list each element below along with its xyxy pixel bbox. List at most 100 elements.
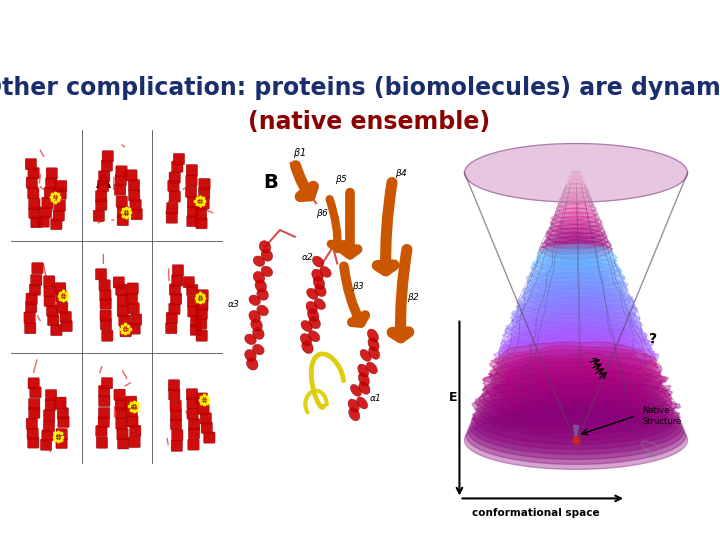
Polygon shape bbox=[523, 276, 628, 304]
Text: ?: ? bbox=[649, 332, 657, 346]
Ellipse shape bbox=[309, 316, 320, 329]
Polygon shape bbox=[489, 345, 658, 390]
FancyBboxPatch shape bbox=[55, 180, 67, 192]
FancyBboxPatch shape bbox=[166, 212, 177, 223]
FancyBboxPatch shape bbox=[26, 418, 37, 429]
FancyBboxPatch shape bbox=[117, 306, 128, 316]
Ellipse shape bbox=[369, 347, 379, 359]
FancyBboxPatch shape bbox=[25, 301, 37, 313]
FancyBboxPatch shape bbox=[127, 283, 138, 294]
FancyBboxPatch shape bbox=[171, 409, 181, 421]
FancyBboxPatch shape bbox=[42, 430, 53, 441]
FancyBboxPatch shape bbox=[44, 295, 55, 306]
Polygon shape bbox=[498, 333, 659, 374]
Ellipse shape bbox=[301, 321, 312, 332]
FancyBboxPatch shape bbox=[55, 397, 66, 408]
FancyBboxPatch shape bbox=[128, 179, 140, 191]
FancyBboxPatch shape bbox=[44, 286, 55, 297]
FancyBboxPatch shape bbox=[168, 389, 180, 400]
FancyBboxPatch shape bbox=[200, 413, 212, 424]
FancyBboxPatch shape bbox=[166, 202, 178, 214]
FancyBboxPatch shape bbox=[96, 199, 107, 210]
Polygon shape bbox=[464, 411, 688, 469]
FancyBboxPatch shape bbox=[126, 293, 138, 304]
Polygon shape bbox=[557, 204, 596, 214]
FancyBboxPatch shape bbox=[189, 428, 199, 439]
FancyBboxPatch shape bbox=[129, 323, 140, 334]
Ellipse shape bbox=[253, 272, 265, 283]
FancyBboxPatch shape bbox=[26, 177, 37, 188]
FancyBboxPatch shape bbox=[54, 200, 66, 211]
FancyBboxPatch shape bbox=[42, 197, 53, 208]
FancyBboxPatch shape bbox=[187, 197, 199, 207]
FancyBboxPatch shape bbox=[120, 326, 131, 337]
FancyBboxPatch shape bbox=[56, 429, 67, 440]
FancyBboxPatch shape bbox=[99, 386, 109, 396]
FancyBboxPatch shape bbox=[171, 161, 183, 172]
FancyBboxPatch shape bbox=[126, 406, 138, 417]
FancyBboxPatch shape bbox=[25, 159, 37, 170]
FancyBboxPatch shape bbox=[55, 282, 66, 294]
Polygon shape bbox=[541, 236, 612, 254]
FancyBboxPatch shape bbox=[57, 302, 68, 313]
FancyBboxPatch shape bbox=[29, 399, 40, 409]
Ellipse shape bbox=[253, 328, 264, 339]
Ellipse shape bbox=[249, 295, 261, 306]
FancyBboxPatch shape bbox=[38, 216, 50, 227]
FancyBboxPatch shape bbox=[187, 408, 198, 419]
Ellipse shape bbox=[315, 285, 326, 296]
Polygon shape bbox=[570, 176, 582, 179]
Polygon shape bbox=[470, 399, 682, 454]
Polygon shape bbox=[571, 172, 581, 174]
Polygon shape bbox=[560, 195, 592, 204]
Ellipse shape bbox=[359, 381, 370, 394]
FancyBboxPatch shape bbox=[197, 290, 208, 301]
FancyBboxPatch shape bbox=[171, 418, 181, 430]
Polygon shape bbox=[488, 353, 666, 400]
FancyBboxPatch shape bbox=[27, 437, 39, 448]
Polygon shape bbox=[527, 264, 624, 289]
FancyBboxPatch shape bbox=[114, 389, 125, 400]
FancyBboxPatch shape bbox=[201, 422, 212, 433]
FancyBboxPatch shape bbox=[46, 305, 58, 316]
FancyBboxPatch shape bbox=[171, 430, 183, 441]
FancyBboxPatch shape bbox=[168, 380, 179, 391]
Text: $\alpha$2: $\alpha$2 bbox=[301, 251, 314, 262]
FancyBboxPatch shape bbox=[185, 186, 197, 197]
Ellipse shape bbox=[351, 384, 361, 396]
Polygon shape bbox=[472, 383, 680, 434]
Polygon shape bbox=[551, 212, 600, 224]
Polygon shape bbox=[573, 426, 579, 440]
FancyBboxPatch shape bbox=[171, 440, 182, 451]
FancyBboxPatch shape bbox=[187, 397, 198, 408]
FancyBboxPatch shape bbox=[114, 184, 126, 195]
FancyBboxPatch shape bbox=[27, 428, 38, 439]
FancyBboxPatch shape bbox=[119, 315, 130, 326]
Polygon shape bbox=[530, 261, 622, 284]
Polygon shape bbox=[468, 403, 684, 460]
FancyBboxPatch shape bbox=[45, 399, 56, 410]
Ellipse shape bbox=[348, 408, 360, 421]
FancyBboxPatch shape bbox=[56, 437, 67, 449]
FancyBboxPatch shape bbox=[186, 285, 198, 295]
FancyBboxPatch shape bbox=[129, 436, 140, 448]
FancyBboxPatch shape bbox=[128, 302, 139, 314]
Polygon shape bbox=[537, 244, 613, 265]
FancyBboxPatch shape bbox=[100, 319, 112, 330]
Ellipse shape bbox=[360, 349, 371, 361]
FancyBboxPatch shape bbox=[127, 416, 138, 427]
Polygon shape bbox=[528, 268, 625, 294]
Ellipse shape bbox=[359, 373, 369, 386]
FancyBboxPatch shape bbox=[174, 153, 184, 165]
Polygon shape bbox=[505, 313, 643, 349]
Ellipse shape bbox=[257, 305, 269, 316]
Polygon shape bbox=[484, 358, 665, 406]
Ellipse shape bbox=[257, 288, 269, 300]
Polygon shape bbox=[546, 228, 607, 244]
FancyBboxPatch shape bbox=[170, 400, 181, 411]
FancyBboxPatch shape bbox=[43, 410, 55, 421]
Polygon shape bbox=[530, 256, 620, 279]
FancyBboxPatch shape bbox=[186, 389, 197, 400]
Text: $\beta$3: $\beta$3 bbox=[352, 280, 365, 293]
FancyBboxPatch shape bbox=[57, 408, 68, 419]
